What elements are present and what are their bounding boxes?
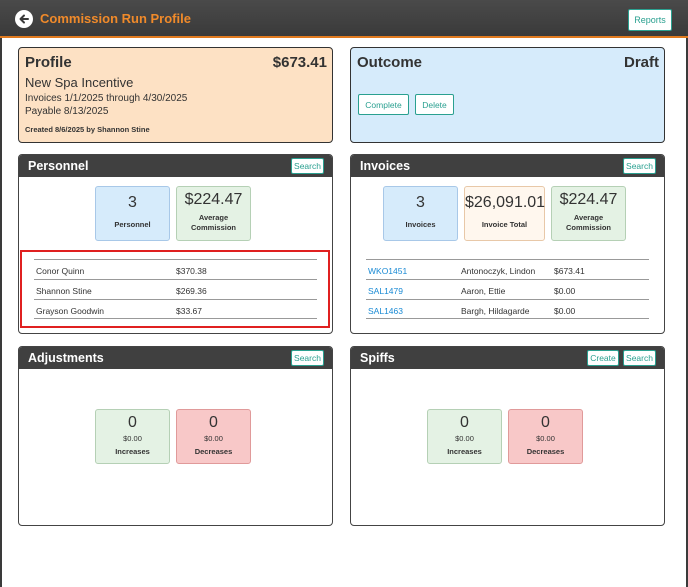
- personnel-name: Conor Quinn: [36, 266, 85, 276]
- invoices-search-button[interactable]: Search: [623, 158, 656, 174]
- invoices-count-stat: 3 Invoices: [383, 186, 458, 241]
- adjustments-increases-count: 0: [128, 414, 137, 431]
- personnel-header: Personnel Search: [19, 155, 332, 177]
- spiffs-increases-stat: 0 $0.00 Increases: [427, 409, 502, 464]
- adjustments-panel: Adjustments Search 0 $0.00 Increases 0 $…: [18, 346, 333, 526]
- payable-date: Payable 8/13/2025: [25, 106, 109, 117]
- personnel-amount: $269.36: [176, 286, 207, 296]
- invoices-average-label-1: Average: [573, 213, 604, 222]
- spiffs-panel: Spiffs Create Search 0 $0.00 Increases 0…: [350, 346, 665, 526]
- invoices-panel: Invoices Search 3 Invoices $26,091.01 In…: [350, 154, 665, 334]
- personnel-amount: $370.38: [176, 266, 207, 276]
- invoice-customer: Bargh, Hildagarde: [461, 306, 530, 316]
- personnel-average-label-1: Average: [198, 213, 229, 222]
- personnel-average-label-2: Commission: [190, 223, 236, 232]
- adjustments-decreases-stat: 0 $0.00 Decreases: [176, 409, 251, 464]
- adjustments-decreases-count: 0: [209, 414, 218, 431]
- personnel-average: $224.47: [184, 191, 243, 208]
- invoices-count-label: Invoices: [405, 220, 436, 229]
- personnel-search-button[interactable]: Search: [291, 158, 324, 174]
- personnel-amount: $33.67: [176, 306, 202, 316]
- invoice-link[interactable]: WKO1451: [368, 266, 408, 276]
- adjustments-decreases-amount: $0.00: [204, 434, 223, 443]
- adjustments-increases-stat: 0 $0.00 Increases: [95, 409, 170, 464]
- spiffs-decreases-stat: 0 $0.00 Decreases: [508, 409, 583, 464]
- adjustments-increases-label: Increases: [115, 447, 150, 456]
- invoices-title: Invoices: [360, 159, 411, 173]
- invoice-customer: Aaron, Ettie: [461, 286, 506, 296]
- invoice-link[interactable]: SAL1463: [368, 306, 403, 316]
- top-bar: Commission Run Profile Reports: [0, 0, 688, 38]
- adjustments-increases-amount: $0.00: [123, 434, 142, 443]
- spiffs-decreases-label: Decreases: [526, 447, 565, 456]
- adjustments-decreases-label: Decreases: [194, 447, 233, 456]
- complete-button[interactable]: Complete: [358, 94, 409, 115]
- spiffs-increases-amount: $0.00: [455, 434, 474, 443]
- personnel-title: Personnel: [28, 159, 89, 173]
- reports-button[interactable]: Reports: [628, 9, 672, 31]
- invoice-link[interactable]: SAL1479: [368, 286, 403, 296]
- profile-title: Profile: [25, 54, 72, 71]
- profile-card: Profile $673.41 New Spa Incentive Invoic…: [18, 47, 333, 143]
- delete-button[interactable]: Delete: [415, 94, 454, 115]
- highlight-box: [20, 250, 330, 328]
- invoices-header: Invoices Search: [351, 155, 664, 177]
- outcome-title: Outcome: [357, 54, 423, 71]
- personnel-count-stat: 3 Personnel: [95, 186, 170, 241]
- invoices-average-stat: $224.47 Average Commission: [551, 186, 626, 241]
- personnel-name: Grayson Goodwin: [36, 306, 105, 316]
- table-row[interactable]: WKO1451 Antonoczyk, Lindon $673.41: [366, 259, 649, 279]
- adjustments-title: Adjustments: [28, 351, 104, 365]
- invoices-average: $224.47: [559, 191, 618, 208]
- invoice-amount: $673.41: [554, 266, 585, 276]
- adjustments-search-button[interactable]: Search: [291, 350, 324, 366]
- window-border-left: [0, 0, 2, 587]
- back-button[interactable]: [15, 10, 33, 28]
- page-title: Commission Run Profile: [40, 11, 191, 26]
- invoice-total-label: Invoice Total: [481, 220, 528, 229]
- spiffs-search-button[interactable]: Search: [623, 350, 656, 366]
- spiffs-decreases-amount: $0.00: [536, 434, 555, 443]
- spiffs-increases-count: 0: [460, 414, 469, 431]
- invoice-total: $26,091.01: [465, 194, 546, 211]
- personnel-panel: Personnel Search 3 Personnel $224.47 Ave…: [18, 154, 333, 334]
- spiffs-decreases-count: 0: [541, 414, 550, 431]
- invoices-average-label-2: Commission: [565, 223, 611, 232]
- personnel-list: Conor Quinn $370.38 Shannon Stine $269.3…: [34, 259, 317, 320]
- spiffs-increases-label: Increases: [447, 447, 482, 456]
- table-row[interactable]: Shannon Stine $269.36: [34, 279, 317, 299]
- table-row[interactable]: SAL1463 Bargh, Hildagarde $0.00: [366, 299, 649, 319]
- spiffs-create-button[interactable]: Create: [587, 350, 619, 366]
- window-border-right: [686, 0, 688, 587]
- profile-amount: $673.41: [272, 54, 327, 71]
- arrow-left-icon: [19, 14, 29, 24]
- table-row[interactable]: SAL1479 Aaron, Ettie $0.00: [366, 279, 649, 299]
- invoice-total-stat: $26,091.01 Invoice Total: [464, 186, 545, 241]
- profile-name: New Spa Incentive: [25, 75, 134, 90]
- personnel-count-label: Personnel: [114, 220, 151, 229]
- adjustments-header: Adjustments Search: [19, 347, 332, 369]
- invoice-amount: $0.00: [554, 306, 576, 316]
- spiffs-title: Spiffs: [360, 351, 395, 365]
- personnel-name: Shannon Stine: [36, 286, 92, 296]
- table-row[interactable]: Conor Quinn $370.38: [34, 259, 317, 279]
- personnel-average-stat: $224.47 Average Commission: [176, 186, 251, 241]
- outcome-card: Outcome Draft Complete Delete: [350, 47, 665, 143]
- personnel-count: 3: [128, 194, 137, 211]
- outcome-status: Draft: [623, 54, 659, 71]
- invoices-count: 3: [416, 194, 425, 211]
- created-info: Created 8/6/2025 by Shannon Stine: [25, 125, 150, 134]
- invoices-range: Invoices 1/1/2025 through 4/30/2025: [25, 93, 188, 104]
- table-row[interactable]: Grayson Goodwin $33.67: [34, 299, 317, 319]
- invoice-customer: Antonoczyk, Lindon: [461, 266, 536, 276]
- invoices-list: WKO1451 Antonoczyk, Lindon $673.41 SAL14…: [366, 259, 649, 320]
- spiffs-header: Spiffs Create Search: [351, 347, 664, 369]
- invoice-amount: $0.00: [554, 286, 576, 296]
